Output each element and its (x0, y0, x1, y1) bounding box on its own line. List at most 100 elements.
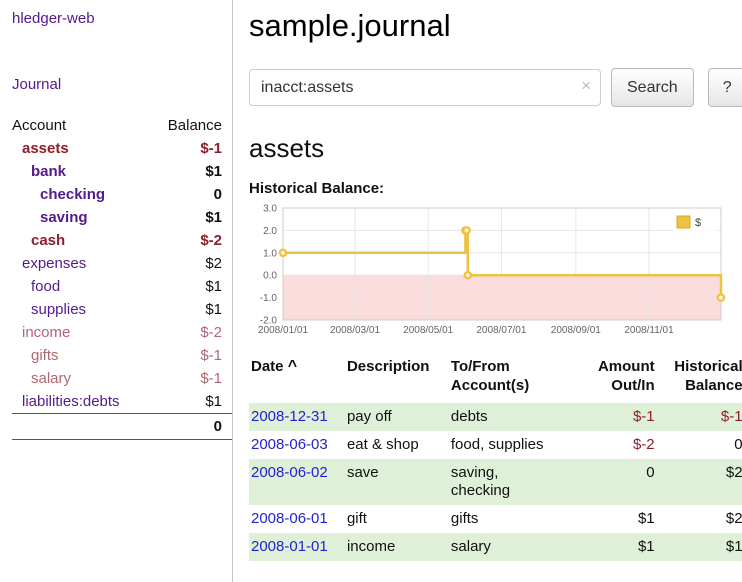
account-link[interactable]: bank (31, 163, 67, 180)
transaction-amount: 0 (646, 464, 655, 481)
transaction-description: income (346, 538, 396, 555)
transaction-amount: $-2 (632, 436, 655, 453)
transaction-balance: $2 (725, 510, 742, 527)
account-heading: assets (249, 133, 325, 163)
svg-text:2.0: 2.0 (263, 226, 277, 237)
col-historical-balance: Historical Balance (674, 358, 742, 394)
account-link[interactable]: liabilities:debts (22, 393, 120, 410)
account-row: supplies $1 (12, 298, 232, 321)
search-row: × Search ? (249, 68, 742, 107)
account-balance: $1 (205, 301, 222, 318)
account-link[interactable]: gifts (31, 347, 59, 364)
account-balance: $-2 (200, 232, 222, 249)
register-row: 2008-06-02 save saving, checking 0 $2 (249, 459, 742, 505)
svg-text:3.0: 3.0 (263, 204, 277, 215)
sidebar: hledger-web Journal Account Balance asse… (0, 0, 233, 582)
accounts-total-row: 0 (12, 413, 232, 440)
account-link[interactable]: saving (40, 209, 88, 226)
account-row: assets $-1 (12, 137, 232, 160)
account-link[interactable]: income (22, 324, 71, 341)
col-amount: Amount Out/In (597, 358, 655, 394)
col-date[interactable]: Date ^ (251, 358, 298, 375)
svg-text:0.0: 0.0 (263, 271, 277, 282)
data-point-marker (462, 226, 471, 235)
account-link[interactable]: supplies (31, 301, 87, 318)
account-link[interactable]: checking (40, 186, 106, 203)
account-row: liabilities:debts $1 (12, 390, 232, 414)
account-balance: $-1 (200, 347, 222, 364)
account-balance: $1 (205, 278, 222, 295)
register-row: 2008-01-01 income salary $1 $1 (249, 533, 742, 561)
accounts-col-balance: Balance (167, 117, 222, 134)
accounts-table: Account Balance assets $-1 bank $1 checking 0… (12, 114, 232, 440)
account-balance: $1 (205, 393, 222, 410)
account-balance: $-1 (200, 370, 222, 387)
journal-link[interactable]: Journal (12, 76, 62, 93)
data-point-marker (278, 248, 288, 258)
transaction-date-link[interactable]: 2008-12-31 (251, 408, 328, 425)
transaction-date-link[interactable]: 2008-01-01 (251, 538, 328, 555)
transaction-amount: $1 (637, 510, 655, 527)
register-row: 2008-06-01 gift gifts $1 $2 (249, 505, 742, 533)
brand: hledger-web (12, 10, 232, 28)
clear-search-icon[interactable]: × (581, 76, 591, 95)
main-content: sample.journal × Search ? assets Histori… (233, 0, 742, 582)
account-link[interactable]: salary (31, 370, 72, 387)
account-balance: $1 (205, 163, 222, 180)
account-row: cash $-2 (12, 229, 232, 252)
chart-title: Historical Balance: (249, 180, 385, 197)
account-row: gifts $-1 (12, 344, 232, 367)
transaction-accounts: gifts (450, 510, 479, 527)
account-link[interactable]: expenses (22, 255, 87, 272)
data-point-marker (716, 293, 726, 302)
account-row: food $1 (12, 275, 232, 298)
col-description: Description (346, 358, 430, 375)
svg-text:2008/05/01: 2008/05/01 (403, 325, 453, 336)
transaction-description: eat & shop (346, 436, 419, 453)
transaction-date-link[interactable]: 2008-06-02 (251, 464, 328, 481)
transaction-description: save (346, 464, 379, 481)
transaction-accounts: salary (450, 538, 491, 555)
account-link[interactable]: food (31, 278, 61, 295)
register-row: 2008-12-31 pay off debts $-1 $-1 (249, 403, 742, 431)
search-input[interactable] (249, 69, 601, 106)
account-link[interactable]: cash (31, 232, 66, 249)
account-row: checking 0 (12, 183, 232, 206)
legend-swatch (676, 215, 691, 229)
svg-text:2008/09/01: 2008/09/01 (551, 325, 601, 336)
account-balance: $2 (205, 255, 222, 272)
account-balance: $-2 (200, 324, 222, 341)
transaction-accounts: saving, checking (450, 464, 511, 499)
transaction-balance: $-1 (720, 408, 742, 425)
transaction-amount: $-1 (632, 408, 655, 425)
account-balance: $1 (205, 209, 222, 226)
app-title-link[interactable]: hledger-web (12, 10, 95, 27)
svg-text:2008/03/01: 2008/03/01 (330, 325, 380, 336)
register-table: Date ^ Description To/From Account(s) Am… (249, 355, 742, 561)
page-title: sample.journal (249, 8, 451, 43)
transaction-accounts: debts (450, 408, 488, 425)
svg-text:-1.0: -1.0 (260, 293, 278, 304)
transaction-balance: $2 (725, 464, 742, 481)
account-row: saving $1 (12, 206, 232, 229)
transaction-amount: $1 (637, 538, 655, 555)
transaction-date-link[interactable]: 2008-06-01 (251, 510, 328, 527)
search-button[interactable]: Search (611, 68, 694, 107)
sort-asc-icon: ^ (287, 358, 298, 375)
legend-label: $ (695, 217, 701, 229)
help-button[interactable]: ? (707, 68, 742, 107)
account-row: bank $1 (12, 160, 232, 183)
accounts-total: 0 (149, 413, 232, 440)
transaction-date-link[interactable]: 2008-06-03 (251, 436, 328, 453)
svg-text:-2.0: -2.0 (260, 316, 278, 327)
accounts-col-account: Account (12, 117, 67, 134)
account-link[interactable]: assets (22, 140, 69, 157)
register-row: 2008-06-03 eat & shop food, supplies $-2 0 (249, 431, 742, 459)
account-balance: 0 (213, 186, 222, 203)
transaction-balance: 0 (734, 436, 742, 453)
svg-text:1.0: 1.0 (263, 248, 277, 259)
col-tofrom-accounts: To/From Account(s) (450, 358, 530, 394)
account-row: salary $-1 (12, 367, 232, 390)
svg-text:2008/11/01: 2008/11/01 (624, 325, 674, 336)
